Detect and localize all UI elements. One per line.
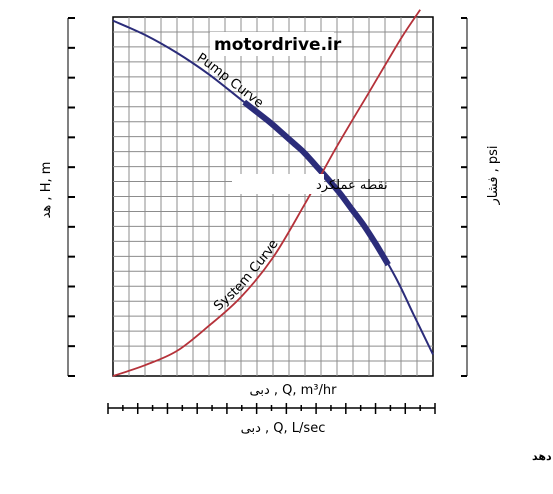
bottom-flow-axis	[107, 403, 436, 414]
right-axis-ticks	[461, 17, 468, 377]
x-axis-label-m3hr: دبی , Q, m³/hr	[250, 383, 338, 398]
x-axis-label-lsec: دبی , Q, L/sec	[241, 421, 326, 436]
operating-point-label-bg	[232, 174, 324, 194]
y-axis-left-label: هد , H, m	[39, 162, 54, 219]
watermark-text: motordrive.ir	[214, 35, 342, 55]
figure-caption: شکل۴: یک منحنی اساسی پمپ که فشار(یا هد)ر…	[532, 450, 553, 463]
watermark-bg	[210, 32, 334, 56]
left-axis-ticks	[67, 17, 75, 377]
operating-range-segment	[242, 99, 391, 267]
system-curve-line	[112, 9, 421, 377]
grid	[113, 17, 433, 376]
operating-point-label: نقطه عملکرد	[316, 178, 388, 193]
y-axis-right-label: فشار , psi	[486, 145, 501, 205]
